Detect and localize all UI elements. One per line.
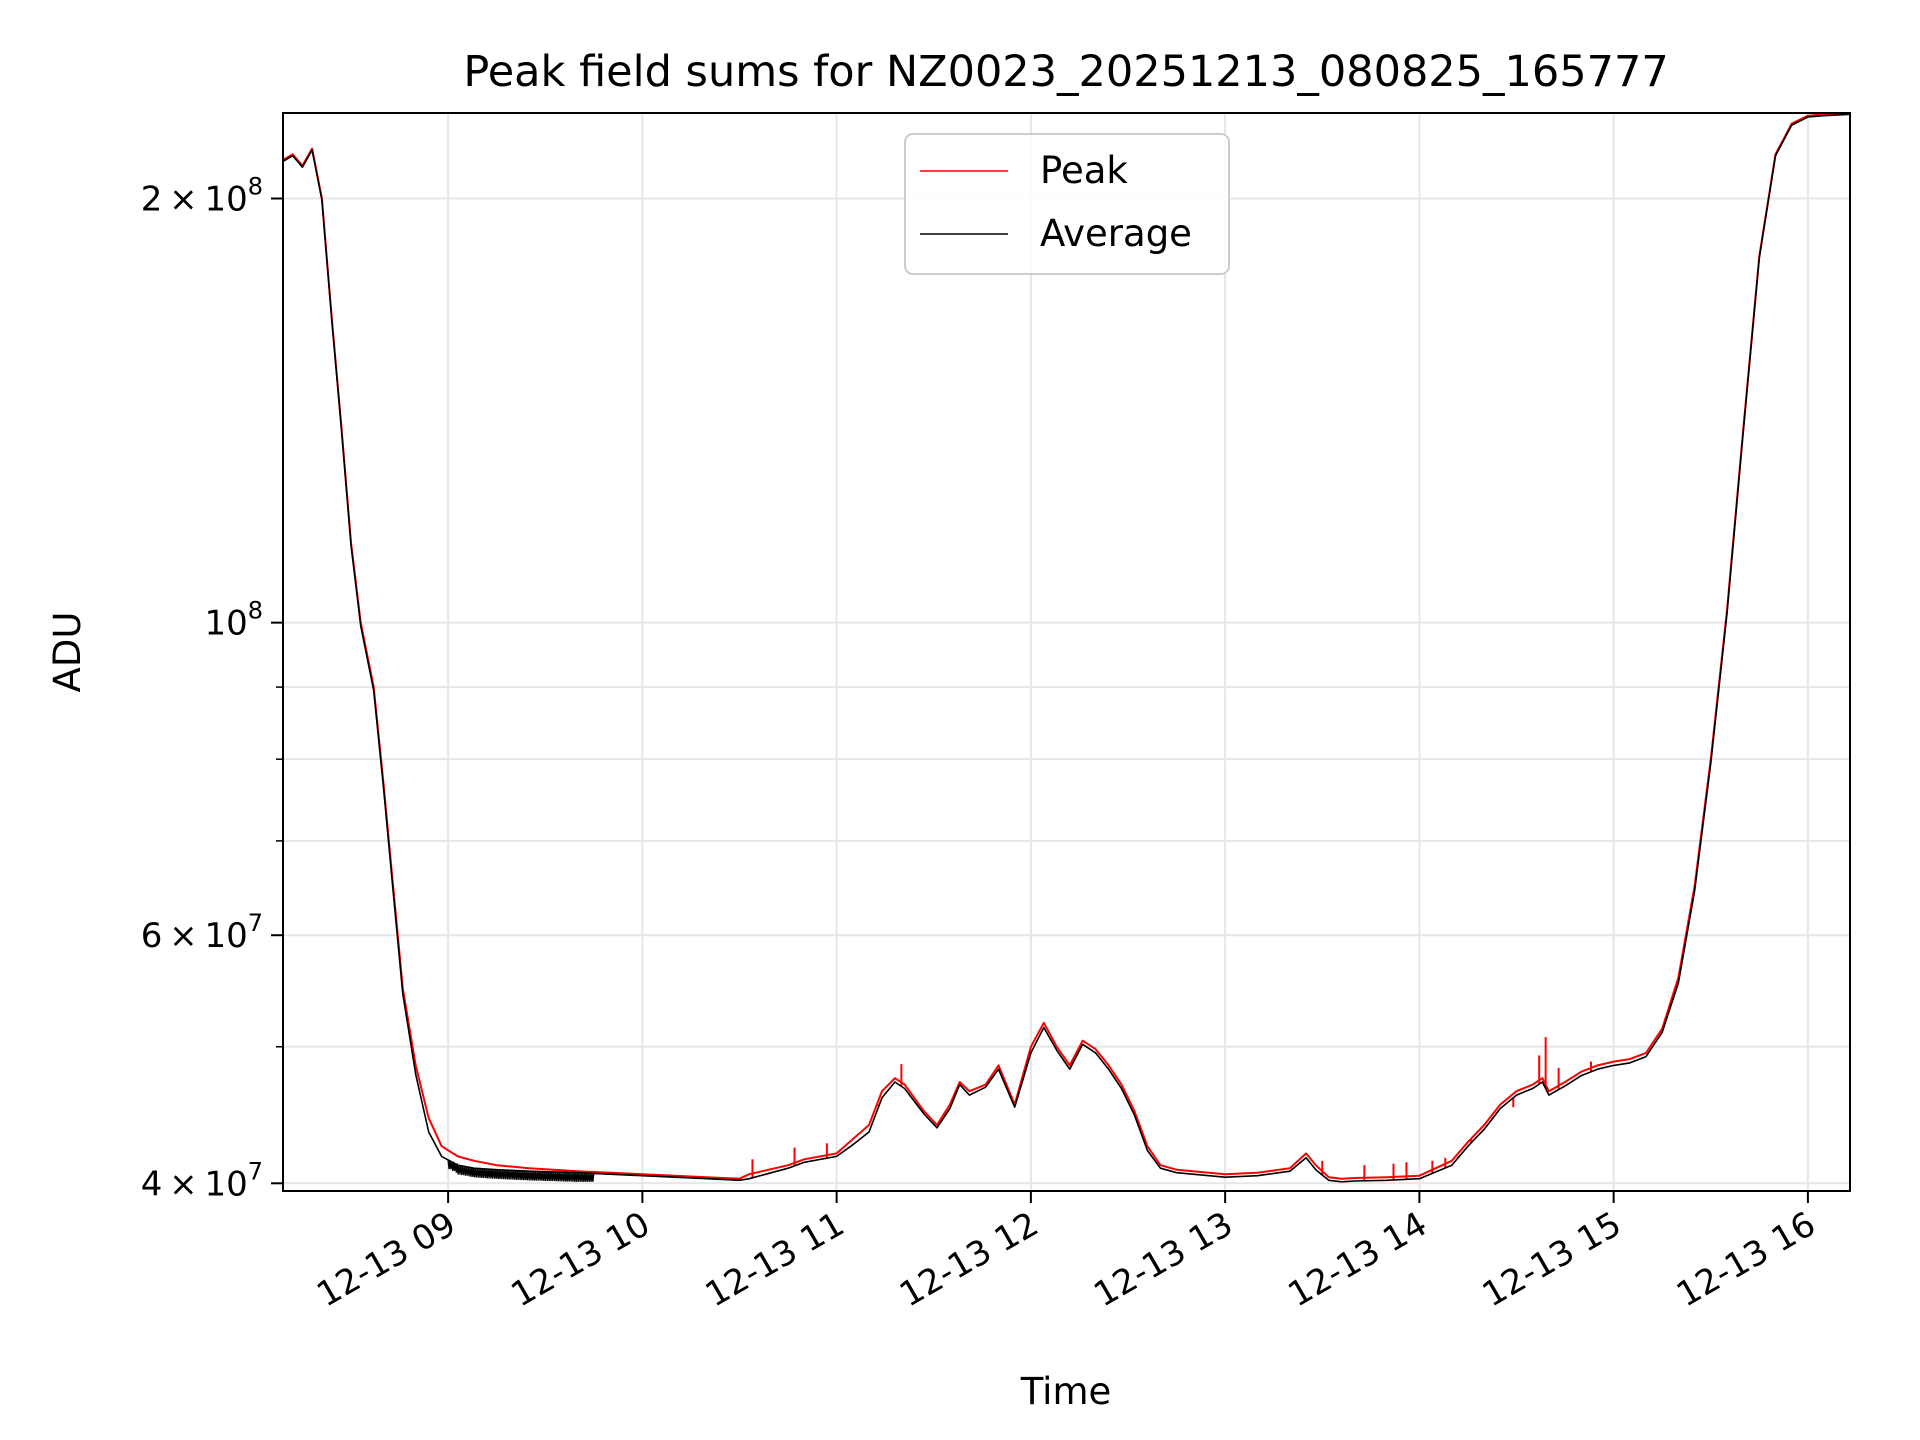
x-axis-label: Time bbox=[1020, 1370, 1112, 1413]
legend-label-peak: Peak bbox=[1040, 149, 1128, 192]
axes-frame bbox=[282, 112, 1851, 1192]
grid-lines bbox=[283, 113, 1850, 1191]
y-axis-label: ADU bbox=[46, 612, 89, 693]
y-tick-label: 4 × 107 bbox=[141, 1157, 263, 1204]
y-tick-label: 108 bbox=[204, 597, 263, 644]
legend-box bbox=[904, 133, 1230, 275]
legend: Peak Average bbox=[904, 133, 1230, 275]
series-line-average bbox=[282, 113, 1851, 1183]
average-noise-band bbox=[447, 1159, 595, 1182]
y-tick-label: 2 × 108 bbox=[141, 173, 263, 220]
series-line-peak bbox=[282, 112, 1851, 1180]
plot-area bbox=[282, 112, 1851, 1183]
legend-label-average: Average bbox=[1040, 212, 1192, 255]
chart-title: Peak field sums for NZ0023_20251213_0808… bbox=[463, 47, 1668, 97]
y-tick-label: 6 × 107 bbox=[141, 909, 263, 956]
